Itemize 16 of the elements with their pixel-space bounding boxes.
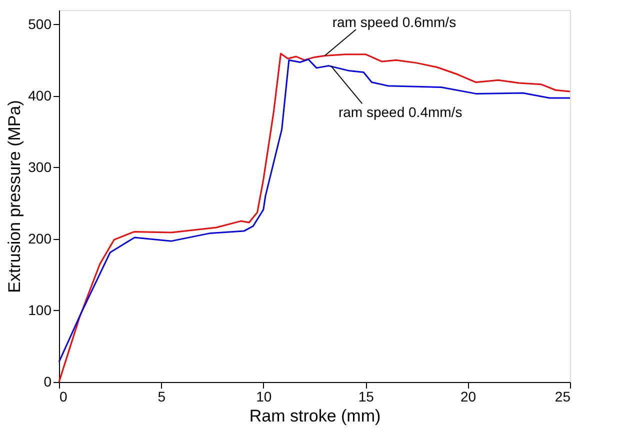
x-axis-title: Ram stroke (mm) bbox=[249, 406, 381, 426]
x-tick-label: 15 bbox=[358, 388, 374, 404]
x-tick-label: 5 bbox=[158, 388, 166, 404]
x-tick-label: 25 bbox=[554, 388, 571, 404]
y-tick-label: 500 bbox=[28, 16, 52, 32]
annotation: ram speed 0.4mm/s bbox=[338, 104, 462, 120]
annotation: ram speed 0.6mm/s bbox=[332, 14, 456, 30]
y-tick-label: 400 bbox=[28, 87, 52, 104]
x-tick-label: 20 bbox=[460, 388, 476, 404]
x-tick-label: 0 bbox=[60, 388, 68, 404]
y-tick-label: 200 bbox=[28, 230, 52, 246]
y-tick-label: 0 bbox=[44, 374, 52, 390]
y-tick-label: 100 bbox=[28, 302, 52, 318]
x-tick-label: 10 bbox=[256, 388, 272, 404]
y-tick-label: 300 bbox=[28, 158, 52, 175]
y-axis-title: Extrusion pressure (MPa) bbox=[5, 100, 24, 293]
